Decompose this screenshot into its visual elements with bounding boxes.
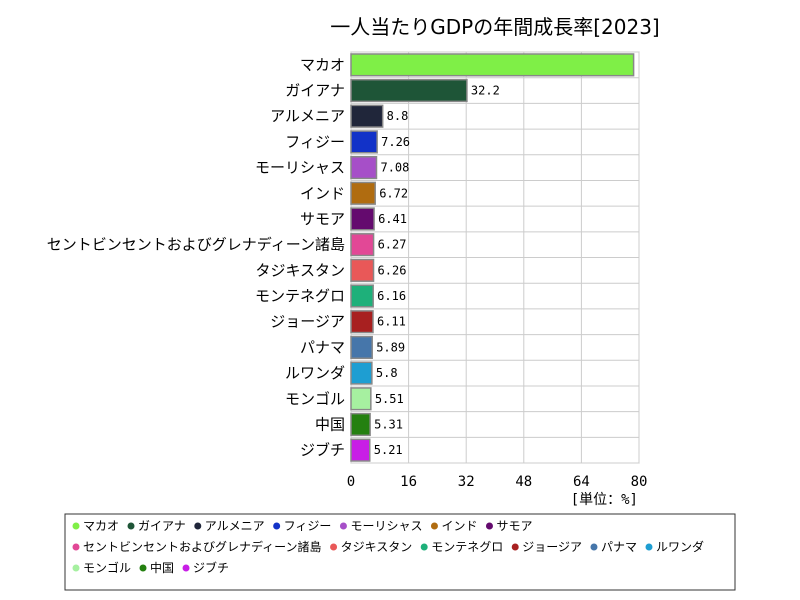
bar	[350, 310, 374, 334]
value-label: 5.21	[374, 443, 403, 457]
legend-entry: モーリシャス	[350, 519, 422, 533]
bars	[350, 53, 635, 462]
value-label: 6.72	[379, 186, 408, 200]
legend-marker	[139, 564, 147, 572]
grid	[350, 51, 640, 464]
category-label: マカオ	[300, 56, 345, 74]
legend: マカオ ガイアナ アルメニア フィジー モーリシャス インド サモアセントビンセントおよびグ…	[64, 513, 736, 591]
category-label: ルワンダ	[285, 364, 345, 382]
category-label: サモア	[300, 210, 345, 228]
bar	[350, 284, 374, 308]
legend-marker	[72, 543, 80, 551]
legend-entry: パナマ	[601, 540, 637, 554]
bar	[350, 438, 371, 462]
value-label: 7.26	[381, 135, 410, 149]
value-label: 7.08	[380, 161, 409, 175]
x-tick-label: 64	[573, 474, 590, 490]
category-label: アルメニア	[270, 107, 345, 125]
bar	[350, 156, 378, 180]
category-label: モンゴル	[285, 390, 345, 408]
x-tick-label: 16	[400, 474, 417, 490]
legend-marker	[127, 522, 135, 530]
x-tick-label: 32	[458, 474, 475, 490]
x-tick-label: 48	[515, 474, 532, 490]
legend-marker	[485, 522, 493, 530]
value-label: 5.89	[376, 340, 405, 354]
legend-marker	[72, 564, 80, 572]
legend-entry: モンテネグロ	[431, 540, 503, 554]
legend-marker	[273, 522, 281, 530]
legend-entry: ガイアナ	[138, 519, 186, 533]
legend-marker	[590, 543, 598, 551]
category-label: ガイアナ	[285, 82, 345, 100]
value-label: 32.2	[471, 84, 500, 98]
legend-entry: セントビンセントおよびグレナディーン諸島	[83, 539, 322, 554]
value-label: 5.51	[375, 392, 404, 406]
bar	[350, 258, 375, 282]
value-label: 6.16	[377, 289, 406, 303]
legend-marker	[420, 543, 428, 551]
value-label: 5.31	[374, 417, 403, 431]
legend-marker	[339, 522, 347, 530]
legend-entry: インド	[441, 519, 477, 533]
bar	[350, 361, 373, 385]
legend-entry: 中国	[150, 560, 174, 575]
value-label: 5.8	[376, 366, 398, 380]
legend-marker	[194, 522, 202, 530]
value-labels: 32.2 8.8 7.26 7.08 6.72 6.41 6.27 6.26 6.16 6.11 5…	[374, 84, 500, 458]
category-label: インド	[300, 184, 345, 202]
category-label: ジブチ	[300, 441, 345, 459]
legend-marker	[430, 522, 438, 530]
value-label: 6.11	[377, 315, 406, 329]
category-label: セントビンセントおよびグレナディーン諸島	[47, 236, 345, 254]
legend-box	[64, 513, 736, 591]
value-label: 8.8	[387, 109, 409, 123]
category-label: ジョージア	[270, 313, 345, 331]
bar	[350, 78, 468, 103]
legend-entry: マカオ	[83, 519, 119, 533]
legend-entry: フィジー	[284, 519, 332, 533]
bar	[350, 335, 373, 359]
legend-entry: モンゴル	[83, 560, 131, 575]
legend-marker	[511, 543, 519, 551]
value-label: 6.27	[378, 238, 407, 252]
legend-marker	[182, 564, 190, 572]
value-label: 6.26	[378, 263, 407, 277]
value-label: 6.41	[378, 212, 407, 226]
category-label: パナマ	[300, 338, 345, 356]
legend-entry: ジョージア	[522, 540, 582, 554]
category-labels: マカオガイアナアルメニアフィジーモーリシャスインドサモアセントビンセントおよびグ…	[47, 56, 345, 459]
category-label: モンテネグロ	[255, 287, 345, 305]
bar	[350, 233, 375, 257]
bar	[350, 130, 378, 154]
bar	[350, 104, 384, 128]
category-label: タジキスタン	[255, 261, 345, 279]
legend-marker	[645, 543, 653, 551]
x-tick-label: 0	[347, 474, 355, 490]
legend-entry: ジブチ	[193, 560, 229, 575]
unit-label: [単位：%]	[571, 492, 638, 508]
legend-marker	[330, 543, 338, 551]
x-axis-ticks: 0 16 32 48 64 80	[347, 474, 648, 490]
legend-entry: アルメニア	[205, 519, 265, 533]
bar	[350, 387, 372, 411]
bar	[350, 412, 371, 437]
legend-entry: ルワンダ	[656, 539, 704, 554]
x-tick-label: 80	[631, 474, 648, 490]
legend-entry: タジキスタン	[341, 540, 413, 554]
chart-title: 一人当たりGDPの年間成長率[2023]	[330, 15, 659, 39]
bar	[350, 181, 376, 205]
category-label: モーリシャス	[255, 159, 345, 177]
legend-marker	[72, 522, 80, 530]
category-label: 中国	[315, 415, 345, 433]
category-label: フィジー	[285, 133, 345, 151]
bar	[350, 53, 635, 77]
legend-entry: サモア	[496, 519, 532, 533]
bar	[350, 207, 375, 231]
